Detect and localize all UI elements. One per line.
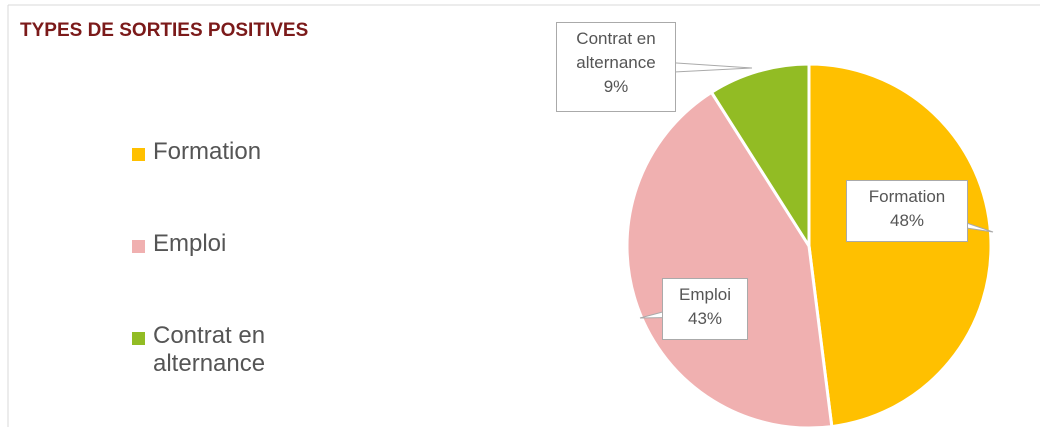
data-label-value: 48% — [889, 211, 925, 230]
legend-item: Formation — [132, 138, 312, 230]
legend: Formation Emploi Contrat en alternance — [132, 138, 312, 414]
data-label-category: Emploi — [679, 285, 731, 304]
legend-label: Contrat en alternance — [153, 322, 266, 377]
legend-item: Emploi — [132, 230, 312, 322]
data-label: Contrat en alternance 9% — [556, 22, 676, 112]
data-label-category: Contrat en alternance — [576, 29, 656, 72]
legend-swatch — [132, 240, 145, 253]
legend-label: Emploi — [153, 230, 227, 257]
data-label: Formation 48% — [846, 180, 968, 242]
data-label-category: Formation — [868, 187, 946, 206]
data-label-value: 9% — [603, 77, 629, 96]
data-label-value: 43% — [687, 309, 723, 328]
data-label: Emploi 43% — [662, 278, 748, 340]
pie-slice — [625, 90, 834, 427]
legend-item: Contrat en alternance — [132, 322, 312, 414]
legend-swatch — [132, 332, 145, 345]
legend-swatch — [132, 148, 145, 161]
pie-slice — [709, 62, 811, 252]
legend-label: Formation — [153, 138, 262, 165]
pie-slice — [807, 62, 993, 427]
chart-title: TYPES DE SORTIES POSITIVES — [20, 20, 309, 41]
